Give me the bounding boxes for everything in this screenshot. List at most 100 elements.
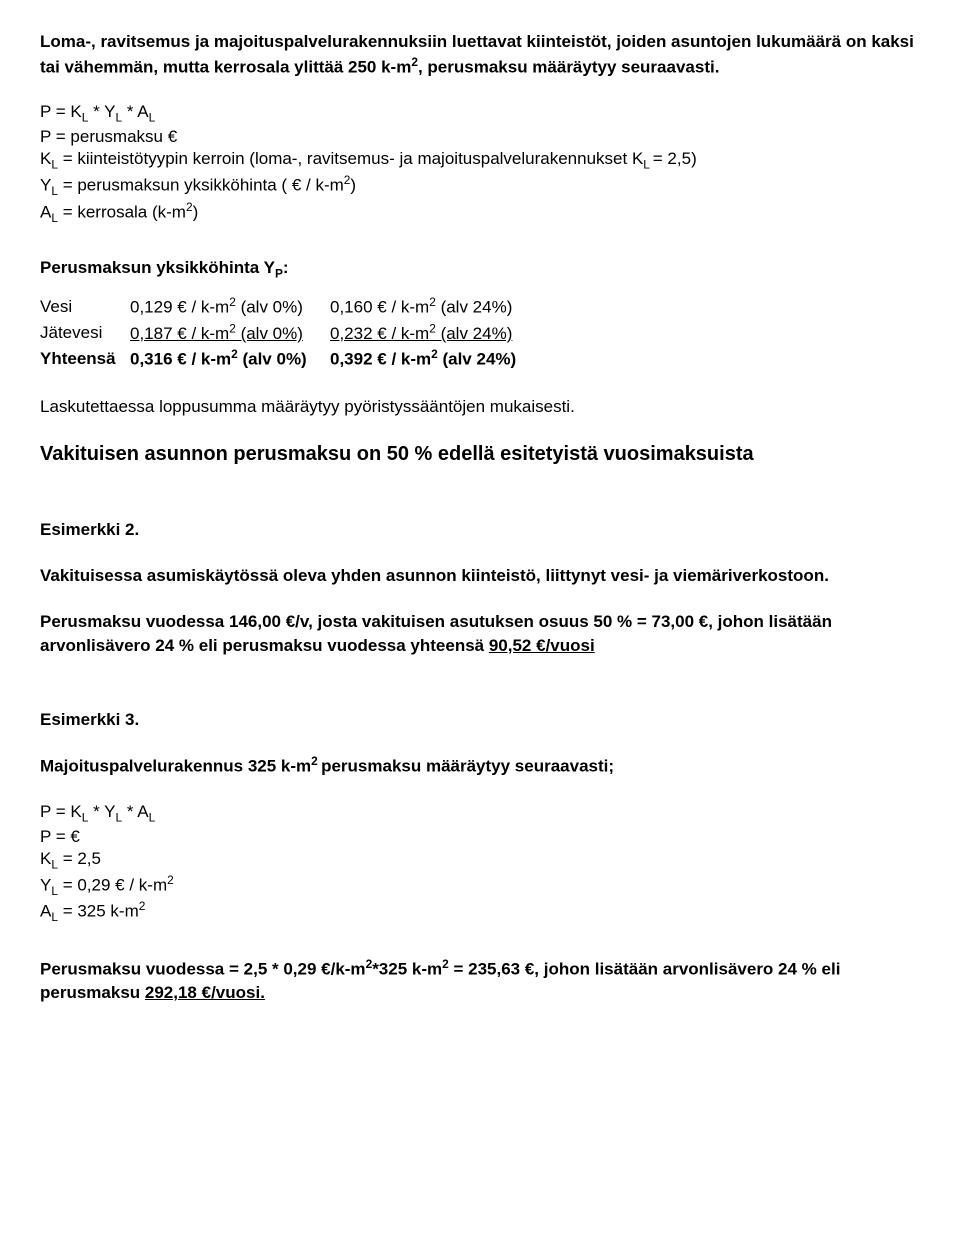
formula-block-2: P = KL * YL * AL P = € KL = 2,5 YL = 0,2…	[40, 801, 920, 926]
subscript-l: L	[51, 184, 58, 198]
superscript-2: 2	[167, 873, 174, 887]
text: )	[350, 176, 356, 195]
formula-line: P = KL * YL * AL	[40, 801, 920, 826]
text: (alv 24%)	[438, 350, 516, 369]
text: 0,316 € / k-m	[130, 350, 231, 369]
text: Perusmaksun yksikköhinta Y	[40, 258, 275, 277]
superscript-2: 2	[231, 347, 238, 361]
superscript-2: 2	[186, 200, 193, 214]
superscript-2: 2	[429, 295, 436, 309]
text: 0,232 € / k-m	[330, 324, 429, 343]
formula-line-3: KL = kiinteistötyypin kerroin (loma-, ra…	[40, 148, 920, 173]
underlined-value: 0,232 € / k-m2 (alv 24%)	[330, 324, 512, 343]
formula-line: KL = 2,5	[40, 848, 920, 873]
example2-p2: Perusmaksu vuodessa 146,00 €/v, josta va…	[40, 610, 920, 658]
superscript-2: 2	[229, 295, 236, 309]
superscript-2: 2	[229, 321, 236, 335]
subscript-l: L	[51, 857, 58, 871]
superscript-2: 2	[311, 754, 321, 768]
text: (alv 24%)	[436, 324, 513, 343]
text: 0,160 € / k-m	[330, 298, 429, 317]
subscript-l: L	[149, 111, 156, 125]
text: A	[40, 202, 51, 221]
superscript-2: 2	[431, 347, 438, 361]
row-col1: 0,129 € / k-m2 (alv 0%)	[130, 294, 330, 320]
row-col2: 0,160 € / k-m2 (alv 24%)	[330, 294, 920, 320]
example2-p1: Vakituisessa asumiskäytössä oleva yhden …	[40, 564, 920, 588]
text: * A	[122, 802, 148, 821]
text: = perusmaksun yksikköhinta ( € / k-m	[58, 176, 344, 195]
row-col1: 0,187 € / k-m2 (alv 0%)	[130, 320, 330, 346]
heading-50-percent: Vakituisen asunnon perusmaksu on 50 % ed…	[40, 440, 920, 468]
intro-paragraph: Loma-, ravitsemus ja majoituspalvelurake…	[40, 30, 920, 79]
text: Y	[40, 176, 51, 195]
text: K	[40, 149, 51, 168]
subscript-l: L	[51, 211, 58, 225]
subscript-p: P	[275, 266, 283, 280]
row-label-vesi: Vesi	[40, 294, 130, 320]
text: (alv 24%)	[436, 298, 513, 317]
text: A	[40, 902, 51, 921]
subscript-l: L	[51, 884, 58, 898]
formula-line-5: AL = kerrosala (k-m2)	[40, 200, 920, 227]
example3-title: Esimerkki 3.	[40, 708, 920, 732]
text: = kerrosala (k-m	[58, 202, 186, 221]
text: (alv 0%)	[236, 298, 303, 317]
subscript-l: L	[643, 158, 652, 172]
table-row: Vesi 0,129 € / k-m2 (alv 0%) 0,160 € / k…	[40, 294, 920, 320]
row-label-jatevesi: Jätevesi	[40, 320, 130, 346]
text: = 2,5	[58, 849, 101, 868]
text: = 0,29 € / k-m	[58, 875, 167, 894]
text: (alv 0%)	[236, 324, 303, 343]
example2-title: Esimerkki 2.	[40, 518, 920, 542]
text: * A	[122, 102, 148, 121]
text: Majoituspalvelurakennus 325 k-m	[40, 757, 311, 776]
example3-p1: Majoituspalvelurakennus 325 k-m2 perusma…	[40, 753, 920, 778]
text: P = K	[40, 802, 82, 821]
text: *325 k-m	[372, 959, 442, 978]
text: (alv 0%)	[238, 350, 307, 369]
superscript-2: 2	[139, 899, 146, 913]
text: Perusmaksu vuodessa = 2,5 * 0,29 €/k-m	[40, 959, 366, 978]
row-col1: 0,316 € / k-m2 (alv 0%)	[130, 346, 330, 372]
formula-line: YL = 0,29 € / k-m2	[40, 873, 920, 900]
text: :	[283, 258, 289, 277]
text: 0,187 € / k-m	[130, 324, 229, 343]
superscript-2: 2	[411, 55, 418, 69]
unitprice-title: Perusmaksun yksikköhinta YP:	[40, 256, 920, 282]
underlined-value: 0,187 € / k-m2 (alv 0%)	[130, 324, 303, 343]
text: * Y	[88, 102, 115, 121]
table-row: Jätevesi 0,187 € / k-m2 (alv 0%) 0,232 €…	[40, 320, 920, 346]
text: perusmaksu määräytyy seuraavasti;	[321, 757, 614, 776]
text: K	[40, 849, 51, 868]
superscript-2: 2	[429, 321, 436, 335]
superscript-2: 2	[442, 957, 449, 971]
formula-line-4: YL = perusmaksun yksikköhinta ( € / k-m2…	[40, 173, 920, 200]
rounding-note: Laskutettaessa loppusumma määräytyy pyör…	[40, 395, 920, 419]
example3-result: Perusmaksu vuodessa = 2,5 * 0,29 €/k-m 2*…	[40, 956, 920, 1005]
underlined-result: 292,18 €/vuosi.	[145, 983, 265, 1002]
text: 0,392 € / k-m	[330, 350, 431, 369]
formula-line: AL = 325 k-m2	[40, 899, 920, 926]
underlined-result: 90,52 €/vuosi	[489, 636, 595, 655]
text: Y	[40, 875, 51, 894]
table-row-total: Yhteensä 0,316 € / k-m2 (alv 0%) 0,392 €…	[40, 346, 920, 372]
formula-line-2: P = perusmaksu €	[40, 126, 920, 148]
unitprice-table: Vesi 0,129 € / k-m2 (alv 0%) 0,160 € / k…	[40, 294, 920, 372]
formula-block-1: P = KL * YL * AL P = perusmaksu € KL = k…	[40, 101, 920, 226]
text: )	[193, 202, 199, 221]
subscript-l: L	[51, 910, 58, 924]
subscript-l: L	[149, 810, 156, 824]
text: = kiinteistötyypin kerroin (loma-, ravit…	[58, 149, 643, 168]
text: = 325 k-m	[58, 902, 139, 921]
row-label-yhteensa: Yhteensä	[40, 346, 130, 372]
subscript-l: L	[51, 158, 58, 172]
text: P = K	[40, 102, 82, 121]
formula-line-1: P = KL * YL * AL	[40, 101, 920, 126]
text: * Y	[88, 802, 115, 821]
formula-line: P = €	[40, 826, 920, 848]
row-col2: 0,232 € / k-m2 (alv 24%)	[330, 320, 920, 346]
text: Perusmaksu vuodessa 146,00 €/v, josta va…	[40, 612, 832, 655]
text: 0,129 € / k-m	[130, 298, 229, 317]
intro-text-2: , perusmaksu määräytyy seuraavasti.	[418, 57, 719, 76]
